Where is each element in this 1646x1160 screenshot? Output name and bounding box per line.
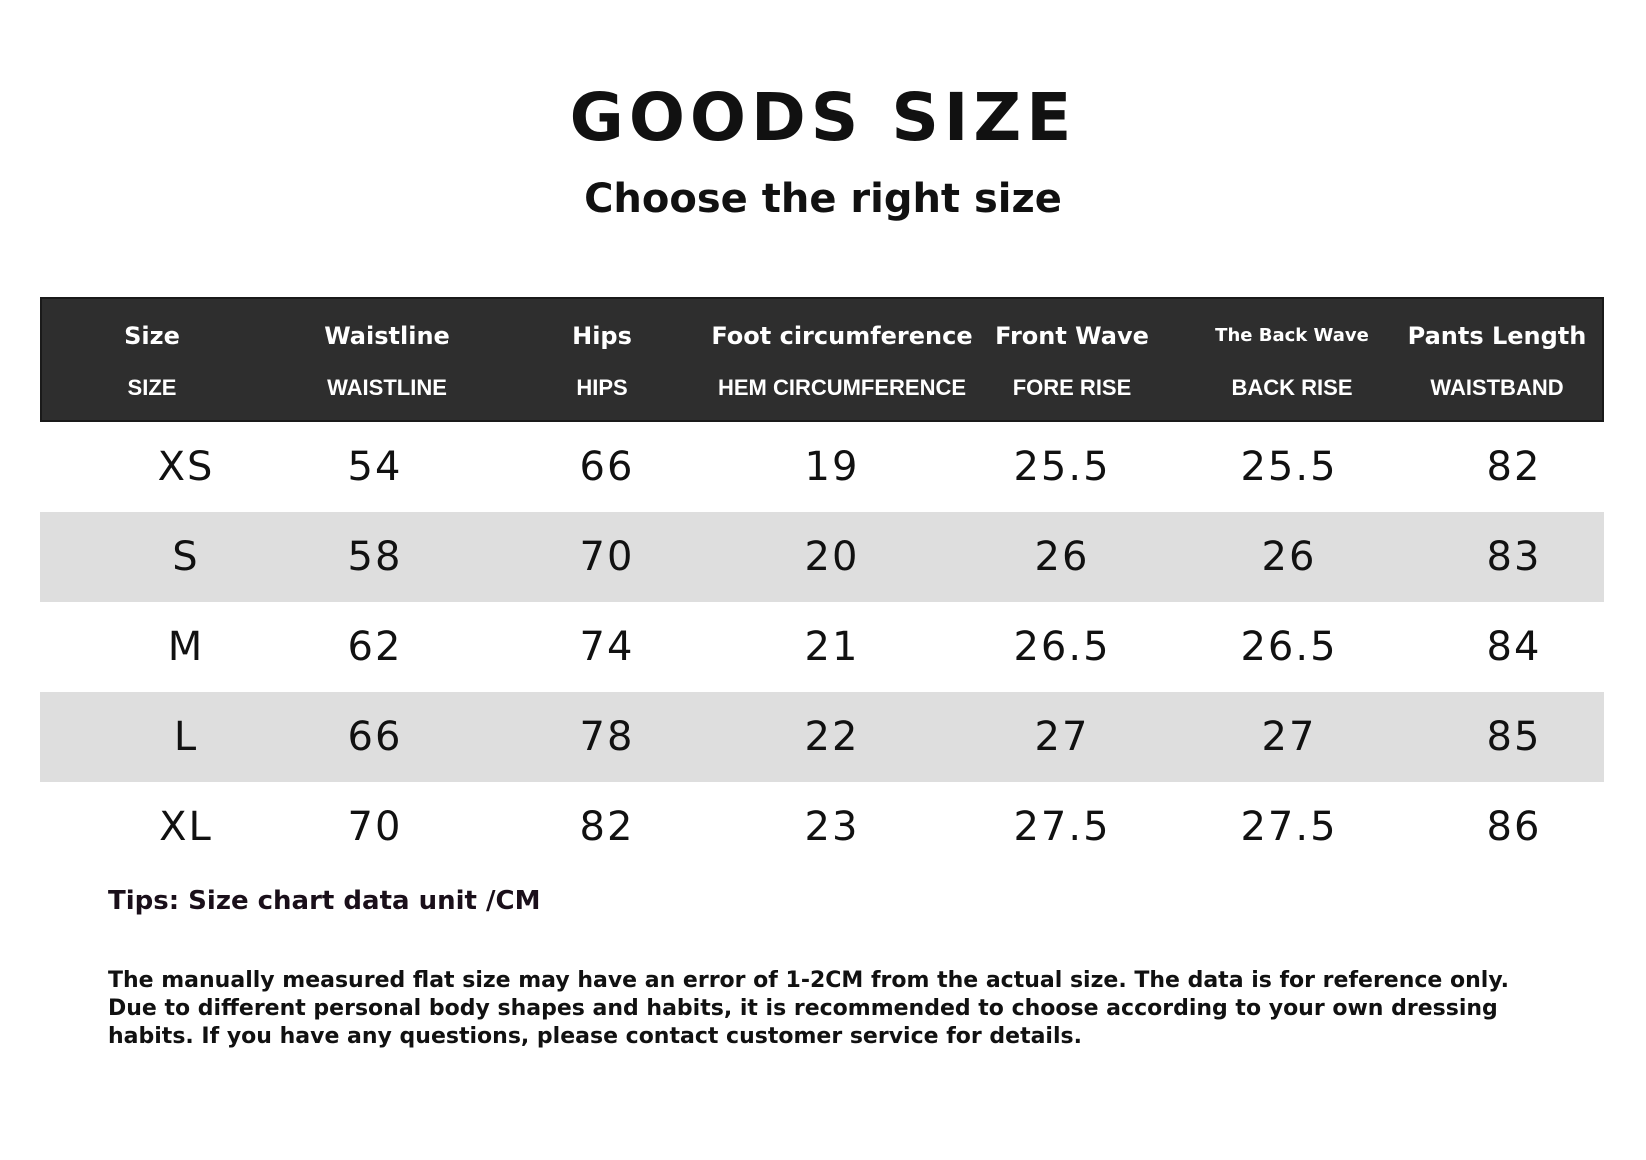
cell-pants-length: 84 xyxy=(1486,624,1542,670)
column-header-foot-circumference: Foot circumference HEM CIRCUMFERENCE xyxy=(662,299,1022,424)
column-header-hips: Hips HIPS xyxy=(502,299,702,424)
cell-back-wave: 26.5 xyxy=(1240,624,1338,670)
cell-front-wave: 26 xyxy=(1034,534,1090,580)
column-header-label: Foot circumference xyxy=(711,322,973,350)
size-chart-table: Size SIZE Waistline WAISTLINE Hips HIPS … xyxy=(40,297,1604,872)
cell-back-wave: 26 xyxy=(1261,534,1317,580)
cell-hips: 78 xyxy=(579,714,635,760)
cell-front-wave: 27 xyxy=(1034,714,1090,760)
column-header-code: SIZE xyxy=(127,375,177,400)
cell-back-wave: 25.5 xyxy=(1240,444,1338,490)
cell-size: XL xyxy=(159,804,213,850)
cell-foot-circumference: 23 xyxy=(804,804,860,850)
cell-waistline: 66 xyxy=(347,714,403,760)
cell-pants-length: 86 xyxy=(1486,804,1542,850)
cell-waistline: 54 xyxy=(347,444,403,490)
table-row-l: L 66 78 22 27 27 85 xyxy=(40,692,1604,782)
cell-back-wave: 27.5 xyxy=(1240,804,1338,850)
column-header-size: Size SIZE xyxy=(77,299,227,424)
column-header-label: The Back Wave xyxy=(1215,325,1369,346)
table-row-xl: XL 70 82 23 27.5 27.5 86 xyxy=(40,782,1604,872)
cell-foot-circumference: 22 xyxy=(804,714,860,760)
cell-hips: 70 xyxy=(579,534,635,580)
cell-waistline: 62 xyxy=(347,624,403,670)
cell-foot-circumference: 19 xyxy=(804,444,860,490)
column-header-code: WAISTLINE xyxy=(327,375,447,400)
column-header-back-wave: The Back Wave BACK RISE xyxy=(1182,299,1402,424)
cell-front-wave: 25.5 xyxy=(1013,444,1111,490)
column-header-label: Pants Length xyxy=(1407,322,1587,350)
column-header-code: FORE RISE xyxy=(1012,375,1132,400)
table-row-m: M 62 74 21 26.5 26.5 84 xyxy=(40,602,1604,692)
table-header-row: Size SIZE Waistline WAISTLINE Hips HIPS … xyxy=(40,297,1604,422)
measurement-disclaimer: The manually measured flat size may have… xyxy=(108,968,1509,1049)
column-header-code: HIPS xyxy=(576,375,628,400)
cell-waistline: 70 xyxy=(347,804,403,850)
cell-size: XS xyxy=(157,444,215,490)
unit-tip: Tips: Size chart data unit /CM xyxy=(108,886,541,916)
column-header-code: HEM CIRCUMFERENCE xyxy=(717,375,967,400)
cell-hips: 66 xyxy=(579,444,635,490)
cell-pants-length: 85 xyxy=(1486,714,1542,760)
cell-hips: 74 xyxy=(579,624,635,670)
table-row-xs: XS 54 66 19 25.5 25.5 82 xyxy=(40,422,1604,512)
table-row-s: S 58 70 20 26 26 83 xyxy=(40,512,1604,602)
cell-pants-length: 82 xyxy=(1486,444,1542,490)
cell-waistline: 58 xyxy=(347,534,403,580)
cell-front-wave: 27.5 xyxy=(1013,804,1111,850)
cell-foot-circumference: 20 xyxy=(804,534,860,580)
column-header-label: Front Wave xyxy=(995,322,1149,350)
column-header-label: Size xyxy=(124,322,180,350)
cell-size: S xyxy=(172,534,200,580)
cell-pants-length: 83 xyxy=(1486,534,1542,580)
page-subtitle: Choose the right size xyxy=(584,176,1062,222)
column-header-waistline: Waistline WAISTLINE xyxy=(267,299,507,424)
page-title: GOODS SIZE xyxy=(569,79,1077,156)
column-header-pants-length: Pants Length WAISTBAND xyxy=(1387,299,1607,424)
column-header-code: BACK RISE xyxy=(1231,375,1353,400)
column-header-label: Hips xyxy=(572,322,632,350)
cell-foot-circumference: 21 xyxy=(804,624,860,670)
cell-size: L xyxy=(173,714,199,760)
cell-back-wave: 27 xyxy=(1261,714,1317,760)
column-header-front-wave: Front Wave FORE RISE xyxy=(962,299,1182,424)
column-header-code: WAISTBAND xyxy=(1430,375,1564,400)
column-header-label: Waistline xyxy=(324,322,450,350)
cell-size: M xyxy=(167,624,205,670)
cell-front-wave: 26.5 xyxy=(1013,624,1111,670)
cell-hips: 82 xyxy=(579,804,635,850)
